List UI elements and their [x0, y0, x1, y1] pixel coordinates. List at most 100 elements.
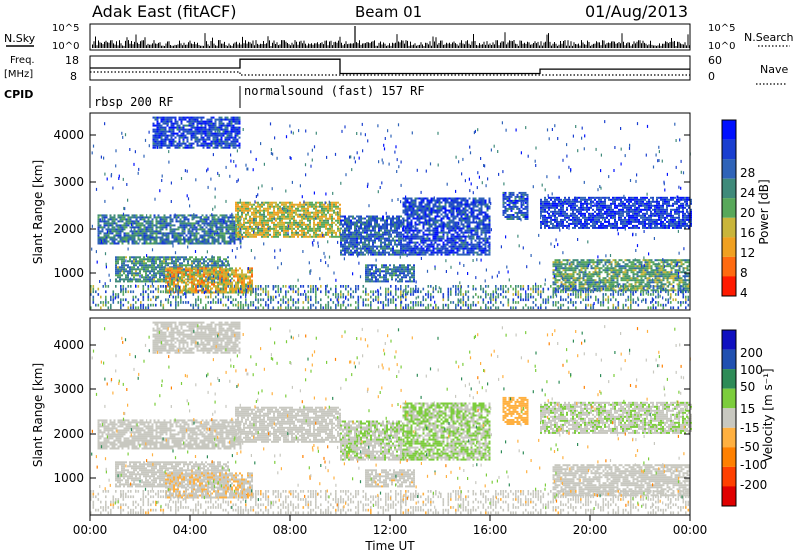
- cpid-label: CPID: [4, 88, 33, 101]
- power-cell: [207, 137, 209, 139]
- power-cell: [203, 131, 205, 133]
- power-cell: [210, 230, 212, 232]
- power-cell: [100, 230, 102, 232]
- power-cell: [233, 119, 235, 121]
- power-cell: [227, 137, 229, 139]
- noise-panel: N.Sky 10^5 10^0 10^5 10^0 N.Search: [4, 23, 794, 52]
- power-cell: [177, 135, 179, 137]
- power-cell: [160, 232, 162, 234]
- power-cell: [229, 123, 231, 125]
- power-cell: [230, 241, 232, 243]
- power-cell: [122, 230, 124, 232]
- power-cell: [132, 237, 134, 239]
- power-cell: [235, 137, 237, 139]
- power-cell: [212, 224, 214, 226]
- power-cell: [220, 232, 222, 234]
- power-cell: [184, 243, 186, 245]
- date-label: 01/Aug/2013: [585, 2, 688, 21]
- power-cell: [235, 216, 237, 218]
- power-cell: [187, 129, 189, 131]
- power-cell: [163, 123, 165, 125]
- power-cell: [104, 232, 106, 234]
- power-cell: [118, 228, 120, 230]
- power-cell: [211, 129, 213, 131]
- power-cell: [153, 117, 155, 119]
- power-cell: [150, 214, 152, 216]
- power-cell: [142, 214, 144, 216]
- power-cell: [110, 230, 112, 232]
- power-cell: [136, 230, 138, 232]
- power-cell: [173, 139, 175, 141]
- power-cell: [167, 131, 169, 133]
- power-cell: [227, 141, 229, 143]
- power-cell: [130, 218, 132, 220]
- power-cell: [165, 137, 167, 139]
- power-cell: [170, 243, 172, 245]
- power-cell: [202, 235, 204, 237]
- power-cell: [243, 224, 245, 226]
- power-cell: [175, 117, 177, 119]
- power-cell: [225, 131, 227, 133]
- power-cell: [201, 129, 203, 131]
- power-cell: [110, 237, 112, 239]
- power-cell: [153, 145, 155, 147]
- power-cell: [110, 216, 112, 218]
- power-cell: [175, 145, 177, 147]
- power-cell: [209, 147, 211, 149]
- power-cell: [225, 117, 227, 119]
- power-cell: [208, 241, 210, 243]
- power-cell: [102, 216, 104, 218]
- power-cell: [206, 214, 208, 216]
- power-cell: [148, 220, 150, 222]
- power-cell: [154, 232, 156, 234]
- power-cell: [112, 243, 114, 245]
- power-cell: [214, 220, 216, 222]
- power-cell: [104, 239, 106, 241]
- power-cell: [214, 230, 216, 232]
- power-cell: [104, 216, 106, 218]
- power-cell: [235, 143, 237, 145]
- power-cell: [154, 239, 156, 241]
- power-cell: [102, 237, 104, 239]
- power-cell: [134, 220, 136, 222]
- power-cell: [128, 224, 130, 226]
- power-cell: [136, 222, 138, 224]
- power-cell: [176, 241, 178, 243]
- power-cell: [173, 141, 175, 143]
- power-cell: [152, 237, 154, 239]
- power-cell: [202, 241, 204, 243]
- power-cell: [134, 222, 136, 224]
- power-cell: [120, 232, 122, 234]
- power-cell: [199, 127, 201, 129]
- power-cell: [146, 220, 148, 222]
- power-cell: [124, 241, 126, 243]
- power-cell: [227, 147, 229, 149]
- noise-search-label: N.Search: [744, 31, 794, 44]
- power-cell: [155, 135, 157, 137]
- power-cell: [146, 241, 148, 243]
- power-cell: [235, 147, 237, 149]
- power-cell: [201, 125, 203, 127]
- power-cell: [191, 131, 193, 133]
- power-cell: [206, 226, 208, 228]
- power-cell: [201, 127, 203, 129]
- power-cell: [237, 228, 239, 230]
- power-cell: [194, 235, 196, 237]
- power-cell: [218, 222, 220, 224]
- power-cell: [182, 214, 184, 216]
- power-cell: [208, 216, 210, 218]
- power-cell: [198, 220, 200, 222]
- power-cell: [130, 220, 132, 222]
- power-cell: [144, 235, 146, 237]
- power-cell: [159, 143, 161, 145]
- power-cell: [194, 237, 196, 239]
- power-cell: [155, 141, 157, 143]
- power-cell: [204, 235, 206, 237]
- power-cell: [192, 241, 194, 243]
- power-cell: [215, 135, 217, 137]
- power-cell: [98, 237, 100, 239]
- power-cell: [171, 131, 173, 133]
- power-cell: [172, 241, 174, 243]
- power-cell: [189, 117, 191, 119]
- power-cell: [128, 243, 130, 245]
